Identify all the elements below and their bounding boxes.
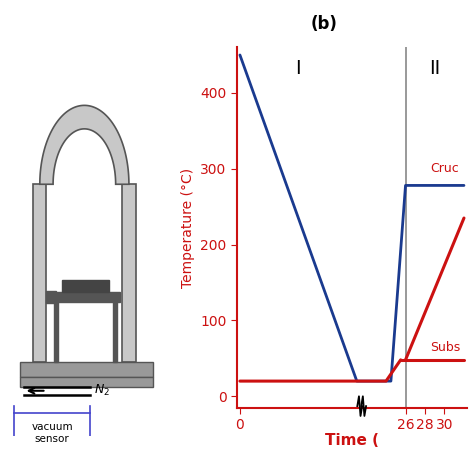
Text: I: I: [296, 59, 301, 78]
Text: Cruc: Cruc: [430, 162, 459, 175]
X-axis label: Time (: Time (: [325, 433, 379, 448]
Y-axis label: Temperature (°C): Temperature (°C): [181, 167, 195, 288]
Text: $N_2$: $N_2$: [94, 383, 110, 398]
Bar: [20, 362, 153, 377]
Bar: [113, 302, 117, 362]
Polygon shape: [40, 105, 129, 184]
Bar: [33, 184, 46, 362]
Bar: [54, 302, 58, 362]
Bar: [122, 184, 136, 362]
Bar: [62, 280, 109, 292]
Bar: [46, 291, 56, 303]
Text: (b): (b): [311, 15, 338, 33]
FancyBboxPatch shape: [14, 412, 90, 453]
Bar: [52, 292, 120, 302]
Text: II: II: [429, 59, 440, 78]
Bar: [20, 377, 153, 387]
Text: vacuum
sensor: vacuum sensor: [31, 422, 73, 444]
Text: Subs: Subs: [430, 341, 460, 354]
